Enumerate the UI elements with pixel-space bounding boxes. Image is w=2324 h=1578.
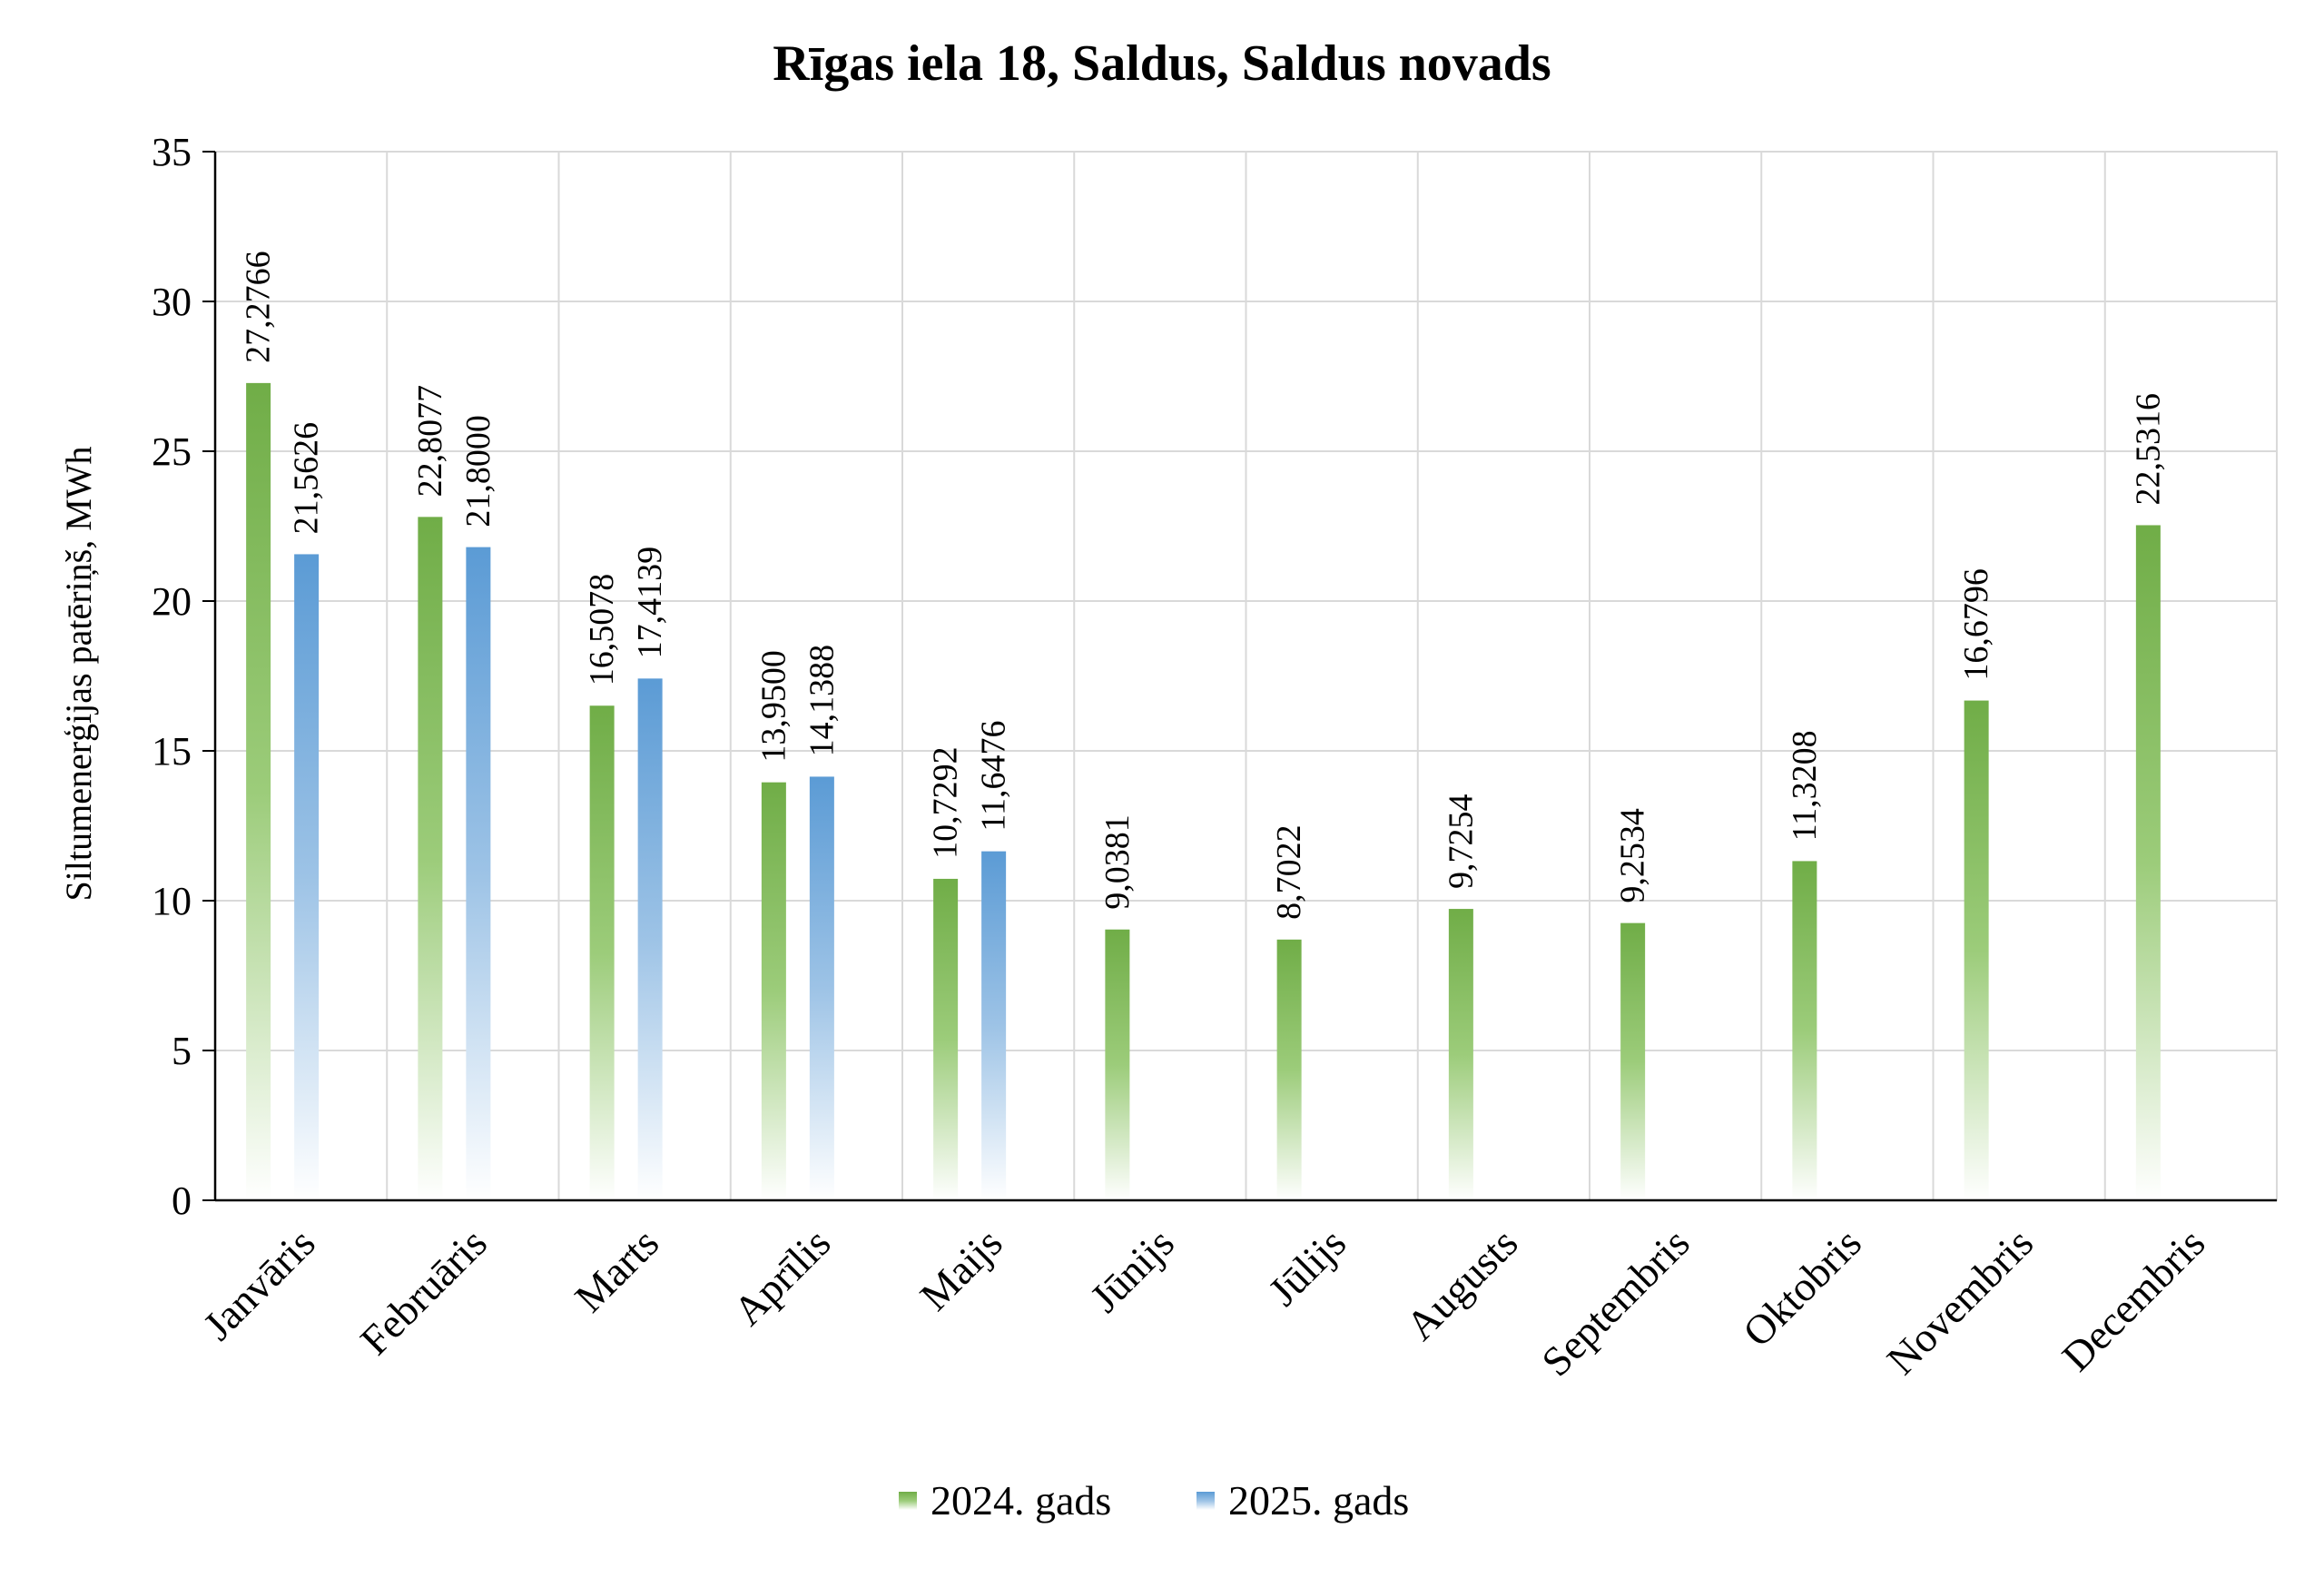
y-tick-label: 10 <box>152 879 192 923</box>
data-label: 9,2534 <box>1614 808 1652 903</box>
data-label: 22,5316 <box>2129 393 2167 506</box>
bar-2025-marts <box>637 678 663 1200</box>
x-tick-label: Novembris <box>1878 1219 2043 1384</box>
x-tick-label: Janvāris <box>194 1219 324 1349</box>
data-label: 14,1388 <box>803 645 841 757</box>
bar-2024-jūnijs <box>1105 929 1130 1200</box>
data-labels: 27,2766 22,8077 16,5078 13,9500 10,7292 9,038… <box>240 251 2168 919</box>
data-label: 9,7254 <box>1442 794 1480 890</box>
data-label: 21,8000 <box>459 415 497 528</box>
data-label: 21,5626 <box>288 422 326 535</box>
x-tick-label: Marts <box>566 1219 667 1321</box>
bar-2025-maijs <box>981 851 1007 1200</box>
x-tick-label: Augusts <box>1397 1219 1527 1349</box>
data-label: 16,5078 <box>583 574 621 686</box>
bars <box>246 382 2161 1200</box>
bar-2024-janvāris <box>246 382 271 1200</box>
bar-2025-februāris <box>466 547 491 1200</box>
bar-2024-decembris <box>2135 525 2161 1200</box>
y-tick-label: 0 <box>172 1179 192 1223</box>
bar-2024-septembris <box>1620 922 1646 1200</box>
legend-swatch-2024 <box>899 1492 917 1510</box>
data-label: 16,6796 <box>1957 568 1995 681</box>
x-tick-label: Decembris <box>2053 1219 2213 1380</box>
chart-title: Rīgas iela 18, Saldus, Saldus novads <box>773 35 1551 92</box>
data-label: 11,6476 <box>975 721 1013 832</box>
data-label: 13,9500 <box>754 650 793 763</box>
x-tick-label: Aprīlis <box>724 1219 839 1334</box>
x-tick-label: Jūnijs <box>1081 1219 1183 1321</box>
data-label: 22,8077 <box>411 385 449 498</box>
data-label: 17,4139 <box>631 547 669 659</box>
bar-2024-oktobris <box>1792 861 1817 1200</box>
x-tick-label: Februāris <box>351 1219 496 1364</box>
y-tick-label: 5 <box>172 1029 192 1073</box>
bar-2024-augusts <box>1448 909 1473 1200</box>
x-tick-label: Jūlijs <box>1259 1219 1354 1315</box>
legend: 2024. gads 2025. gads <box>899 1477 1409 1524</box>
bar-2024-marts <box>589 705 615 1200</box>
data-label: 10,7292 <box>927 746 965 859</box>
data-label: 9,0381 <box>1098 814 1137 910</box>
y-tick-label: 20 <box>152 579 192 624</box>
x-tick-label: Oktobris <box>1734 1219 1870 1356</box>
gridlines <box>214 151 2278 1201</box>
bar-2024-maijs <box>933 878 959 1200</box>
bar-2025-aprīlis <box>809 776 834 1200</box>
legend-label-2024: 2024. gads <box>931 1477 1111 1524</box>
data-label: 8,7022 <box>1270 824 1308 920</box>
bar-2025-janvāris <box>294 554 320 1200</box>
bar-2024-novembris <box>1964 700 1989 1200</box>
y-tick-label: 35 <box>152 130 192 174</box>
bar-2024-jūlijs <box>1276 939 1302 1200</box>
x-tick-label: Maijs <box>911 1219 1011 1319</box>
y-axis-label: Siltumenerģijas patēriņš, MWh <box>58 446 99 901</box>
y-tick-label: 15 <box>152 729 192 774</box>
y-tick-label: 25 <box>152 429 192 474</box>
y-tick-label: 30 <box>152 280 192 324</box>
bar-2024-aprīlis <box>761 782 786 1200</box>
legend-swatch-2025 <box>1196 1492 1215 1510</box>
data-label: 11,3208 <box>1786 730 1824 841</box>
legend-label-2025: 2025. gads <box>1228 1477 1409 1524</box>
data-label: 27,2766 <box>240 251 278 363</box>
x-tick-label: Septembris <box>1532 1219 1698 1385</box>
bar-2024-februāris <box>418 517 443 1200</box>
